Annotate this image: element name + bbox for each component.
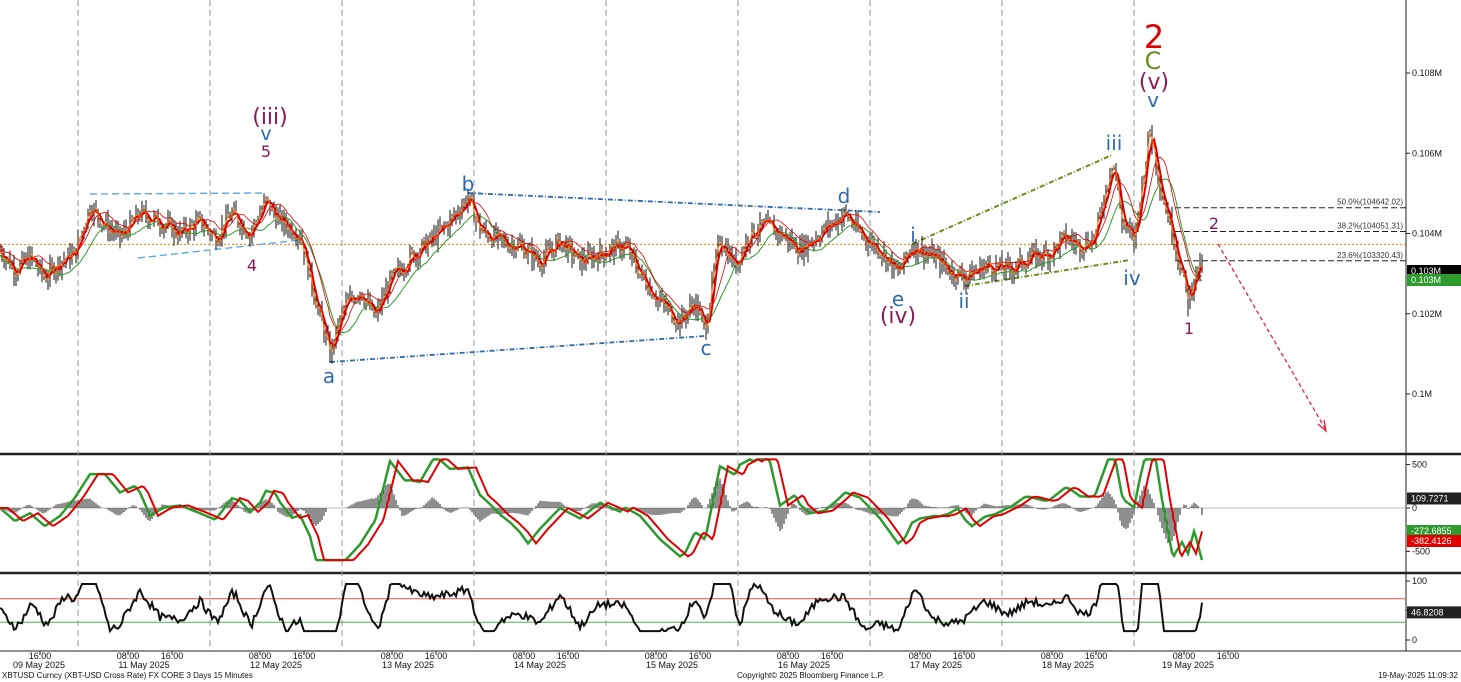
osc-green-tag: -272.6855 — [1411, 526, 1452, 536]
wave-label: 2 — [1209, 214, 1219, 233]
day-gridlines — [77, 0, 1135, 651]
x-time-tick-label: 16:00 — [689, 651, 712, 661]
osc-y-tick-label: 0 — [1412, 503, 1417, 513]
x-time-tick-label: 08:00 — [909, 651, 932, 661]
wave-label: b — [462, 172, 475, 196]
wave-label: d — [838, 184, 851, 208]
x-time-tick-label: 16:00 — [1217, 651, 1240, 661]
wave-label: a — [323, 364, 335, 388]
price-y-tick-label: 0.102M — [1412, 309, 1442, 319]
ma-red-thin-line — [0, 156, 1203, 331]
wave-label: 4 — [247, 256, 257, 275]
osc-hist-tag-bg — [1407, 492, 1461, 505]
x-date-label: 18 May 2025 — [1042, 660, 1094, 670]
x-date-label: 12 May 2025 — [250, 660, 302, 670]
x-date-label: 15 May 2025 — [646, 660, 698, 670]
price-y-tick-label: 0.1M — [1412, 389, 1432, 399]
x-date-label: 09 May 2025 — [13, 660, 65, 670]
wave-label: (iii) — [252, 105, 288, 130]
price-y-tick-label: 0.104M — [1412, 229, 1442, 239]
fib-level-label: 38.2%(104051.31) — [1337, 221, 1403, 230]
wave-label: c — [701, 336, 712, 360]
projection-arrowhead — [1317, 419, 1327, 433]
x-time-tick-label: 08:00 — [777, 651, 800, 661]
projection-arrow — [1217, 243, 1327, 431]
price-y-tick-label: 0.106M — [1412, 148, 1442, 158]
triangle-upper-line — [467, 192, 881, 213]
triangle-lower-line — [329, 335, 706, 363]
wave-label: e — [892, 287, 904, 311]
x-date-label: 11 May 2025 — [118, 660, 169, 670]
x-time-tick-label: 08:00 — [1041, 651, 1064, 661]
osc-y-tick-label: -500 — [1412, 546, 1430, 556]
footer-security: XBTUSD Curncy (XBT-USD Cross Rate) FX CO… — [2, 671, 253, 680]
wave-label: 2 — [1144, 18, 1164, 56]
x-date-label: 17 May 2025 — [910, 660, 962, 670]
osc-red-tag-bg — [1407, 535, 1461, 547]
x-time-tick-label: 16:00 — [29, 651, 52, 661]
panel-frames — [0, 0, 1461, 652]
rsi-panel — [0, 582, 1406, 634]
wave-label: iii — [1106, 131, 1123, 155]
x-time-tick-label: 16:00 — [1085, 651, 1108, 661]
wave-label: (v) — [1139, 70, 1169, 95]
diagonal-upper-line — [911, 154, 1113, 245]
x-time-tick-label: 08:00 — [117, 651, 140, 661]
wave-label: (iv) — [880, 304, 916, 329]
x-time-tick-label: 16:00 — [425, 651, 448, 661]
wave-label: ii — [958, 289, 969, 313]
x-time-tick-label: 08:00 — [1173, 651, 1196, 661]
x-time-tick-label: 08:00 — [645, 651, 668, 661]
osc-red-line — [0, 458, 1203, 562]
rsi-line — [0, 582, 1203, 634]
osc-red-tag: -382.4126 — [1411, 536, 1452, 546]
x-time-tick-label: 16:00 — [557, 651, 580, 661]
x-time-tick-label: 16:00 — [293, 651, 316, 661]
wave-label: 1 — [1184, 319, 1194, 338]
wave-trendline-upper — [89, 192, 266, 195]
x-axis: 16:00 08:00 16:00 08:00 16:00 08:00 16:00 08:00… — [13, 651, 1239, 670]
x-time-tick-label: 16:00 — [161, 651, 184, 661]
osc-green-line — [0, 458, 1204, 562]
rsi-last-tag: 46.8208 — [1411, 607, 1444, 617]
x-date-label: 14 May 2025 — [514, 660, 566, 670]
price-ma-tag-bg — [1407, 274, 1461, 286]
x-date-label: 13 May 2025 — [382, 660, 434, 670]
rsi-last-tag-bg — [1407, 606, 1461, 619]
x-date-label: 19 May 2025 — [1162, 660, 1214, 670]
osc-hist-tag: 109.7271 — [1411, 493, 1449, 503]
x-date-label: 16 May 2025 — [778, 660, 830, 670]
price-ma-tag: 0.103M — [1411, 275, 1441, 285]
ma-orange-line — [0, 130, 1203, 352]
wave-label: v — [1147, 88, 1159, 112]
wave-label: v — [260, 123, 271, 145]
x-time-tick-label: 16:00 — [821, 651, 844, 661]
x-time-tick-label: 16:00 — [953, 651, 976, 661]
footer-timestamp: 19-May-2025 11:09:32 — [1378, 671, 1458, 680]
y-axes: 0.1M0.102M0.104M0.106M0.108M5000-5001005… — [1406, 68, 1442, 645]
rsi-y-tick-label: 0 — [1412, 635, 1417, 645]
wave-label: C — [1145, 47, 1162, 75]
wave-label: 5 — [261, 142, 271, 161]
fib-level-label: 23.6%(103320.43) — [1337, 251, 1403, 260]
price-last-tag: 0.103M — [1411, 266, 1441, 276]
wave-trendline-lower — [137, 239, 301, 259]
osc-green-tag-bg — [1407, 525, 1461, 537]
footer-copyright: Copyright© 2025 Bloomberg Finance L.P. — [737, 671, 885, 680]
wave-label: i — [910, 223, 916, 247]
fib-level-label: 50.0%(104642.02) — [1337, 198, 1403, 207]
price-panel: 50.0%(104642.02) 38.2%(104051.31) 23.6%(10… — [0, 18, 1406, 433]
price-y-tick-label: 0.108M — [1412, 68, 1442, 78]
ma-red-line — [0, 137, 1203, 349]
wave-label: iv — [1123, 266, 1141, 290]
osc-y-tick-label: 500 — [1412, 460, 1427, 470]
x-time-tick-label: 08:00 — [249, 651, 272, 661]
oscillator-panel — [0, 458, 1406, 562]
ma-green-line — [0, 178, 1203, 333]
rsi-y-tick-label: 100 — [1412, 576, 1427, 586]
x-time-tick-label: 08:00 — [381, 651, 404, 661]
x-time-tick-label: 08:00 — [513, 651, 536, 661]
